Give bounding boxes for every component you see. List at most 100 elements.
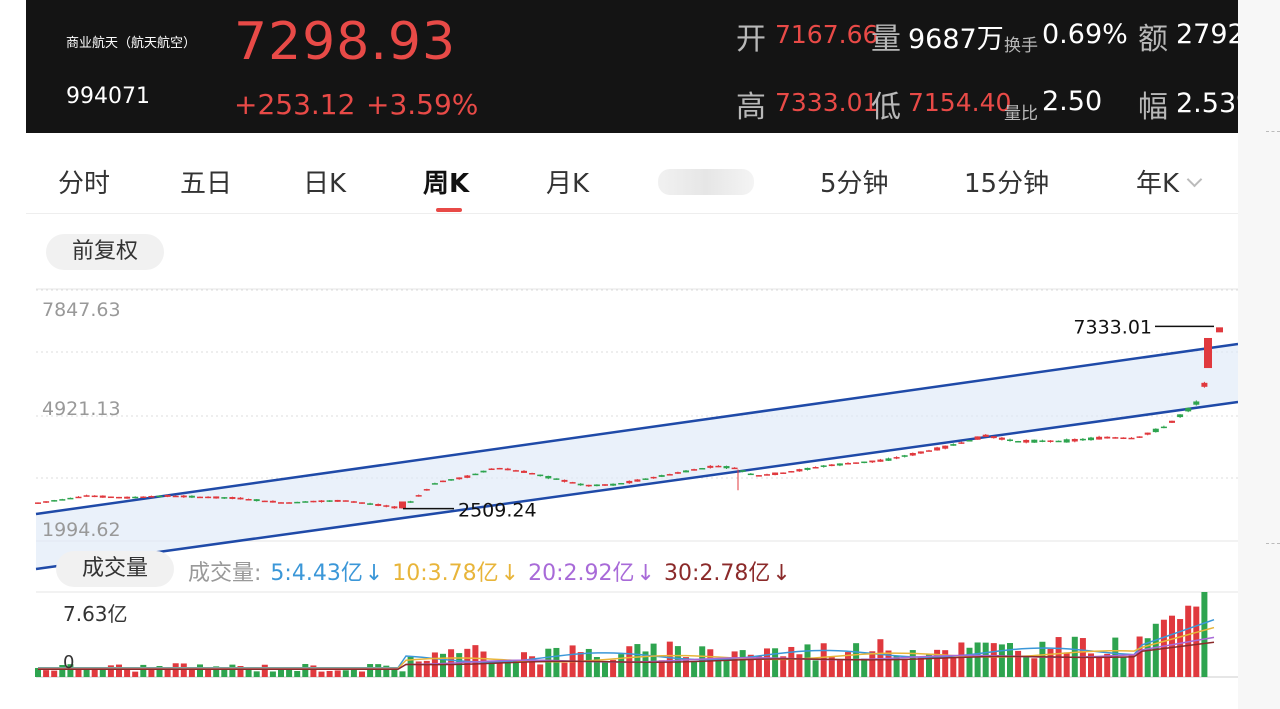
tab-monthly-k[interactable]: 月K	[546, 169, 590, 199]
candle	[318, 500, 325, 503]
trend-channel-fill	[36, 344, 1238, 569]
candle	[674, 472, 681, 474]
candle	[602, 484, 608, 486]
weekly-k-chart[interactable]: 7333.01 2509.24 7847.63 4921.13 1994.62	[26, 0, 1238, 709]
volume-bar	[269, 671, 276, 677]
amplitude-label: 幅	[1138, 90, 1168, 125]
tab-five-day[interactable]: 五日	[180, 169, 233, 199]
trend-channel-lower	[35, 400, 1238, 571]
candle	[1023, 439, 1030, 443]
amount-label: 额	[1138, 22, 1168, 57]
volume-bar	[132, 671, 139, 677]
volume-indicator-button[interactable]: 成交量	[56, 551, 174, 587]
candle	[480, 470, 487, 473]
volume-bar	[107, 665, 114, 677]
open-label: 开	[736, 22, 766, 57]
candle	[982, 434, 989, 437]
app-window: 商业航天（航天航空） 994071 7298.93 +253.12 +3.59%…	[26, 0, 1238, 709]
high-label: 高	[736, 90, 766, 125]
volume-bar	[423, 660, 430, 677]
volume-bar	[359, 671, 365, 677]
volume-bar	[1063, 652, 1070, 677]
candle	[261, 500, 268, 503]
volume-bar	[407, 656, 414, 677]
min-price-label: 2509.24	[458, 500, 537, 522]
volume-bar	[205, 670, 212, 677]
candle	[1169, 420, 1175, 423]
volume-ma5-line	[38, 618, 1215, 669]
candle	[99, 495, 106, 498]
candle	[942, 445, 949, 449]
price-adjust-button[interactable]: 前复权	[46, 234, 164, 270]
volume-ma30-line	[38, 641, 1215, 671]
volume-bar	[658, 660, 665, 677]
volume-ma5: 5:4.43亿↓	[270, 561, 384, 586]
volume-bar	[950, 657, 957, 677]
volume-bar	[772, 648, 779, 677]
volume-bar	[504, 662, 511, 677]
volume-bar	[334, 670, 341, 677]
volume-bar	[634, 644, 641, 677]
volume-bar	[715, 659, 722, 677]
volume-bar	[261, 664, 268, 677]
volume-bar	[893, 655, 900, 677]
volume-bar	[318, 671, 325, 677]
turnover-value: 0.69%	[1042, 19, 1128, 50]
tab-5min[interactable]: 5分钟	[820, 169, 889, 199]
stock-code: 994071	[66, 84, 150, 109]
candle	[107, 496, 114, 499]
volume-bar	[399, 671, 406, 677]
edge-marker	[1266, 131, 1280, 132]
tab-weekly-k[interactable]: 周K	[423, 169, 470, 199]
tab-daily-k[interactable]: 日K	[303, 169, 347, 199]
candle	[504, 468, 511, 471]
volume-bar	[124, 667, 131, 677]
volume-bar	[836, 659, 843, 677]
candle	[213, 496, 220, 499]
candle	[383, 505, 390, 507]
candle	[286, 502, 293, 504]
volume-bar	[1144, 638, 1151, 677]
tab-yearly-k-dropdown[interactable]: 年K	[1136, 163, 1203, 200]
tab-15min[interactable]: 15分钟	[964, 169, 1050, 199]
trend-channel-upper	[35, 342, 1238, 516]
candle	[755, 475, 762, 477]
candle	[1120, 437, 1127, 439]
candle	[820, 465, 827, 467]
candle	[974, 436, 981, 440]
volume-bar	[917, 657, 924, 677]
candle	[828, 464, 835, 467]
tab-obscured[interactable]	[658, 169, 754, 195]
candle	[990, 436, 997, 439]
volume-bar	[909, 650, 916, 677]
candle	[618, 482, 625, 485]
open-value: 7167.66	[775, 20, 879, 49]
candle	[278, 502, 284, 504]
candle-latest	[1216, 327, 1223, 333]
candle	[1193, 401, 1200, 405]
period-tabs: 分时 五日 日K 周K 月K 5分钟 15分钟 年K	[26, 147, 1238, 214]
volume-bar	[1031, 658, 1038, 677]
candle	[116, 496, 122, 499]
active-tab-indicator	[436, 208, 462, 212]
volume-bar	[1136, 636, 1143, 677]
candle	[51, 500, 58, 502]
candle	[707, 465, 714, 468]
candle	[164, 494, 171, 497]
volume-bar	[116, 664, 122, 677]
candle	[1063, 439, 1070, 443]
volume-bar	[350, 668, 357, 677]
volume-bar	[958, 642, 965, 677]
candle	[561, 479, 568, 482]
candle	[140, 496, 147, 499]
volume-bar	[618, 654, 625, 677]
candle	[1152, 428, 1159, 433]
volume-bar	[812, 660, 819, 677]
y-axis-label: 7847.63	[42, 299, 121, 321]
tab-intraday[interactable]: 分时	[58, 169, 111, 199]
candle	[1204, 337, 1212, 369]
volume-bar	[1169, 615, 1175, 677]
volume-bar	[529, 656, 536, 677]
candle	[553, 478, 560, 480]
candle	[715, 465, 722, 468]
